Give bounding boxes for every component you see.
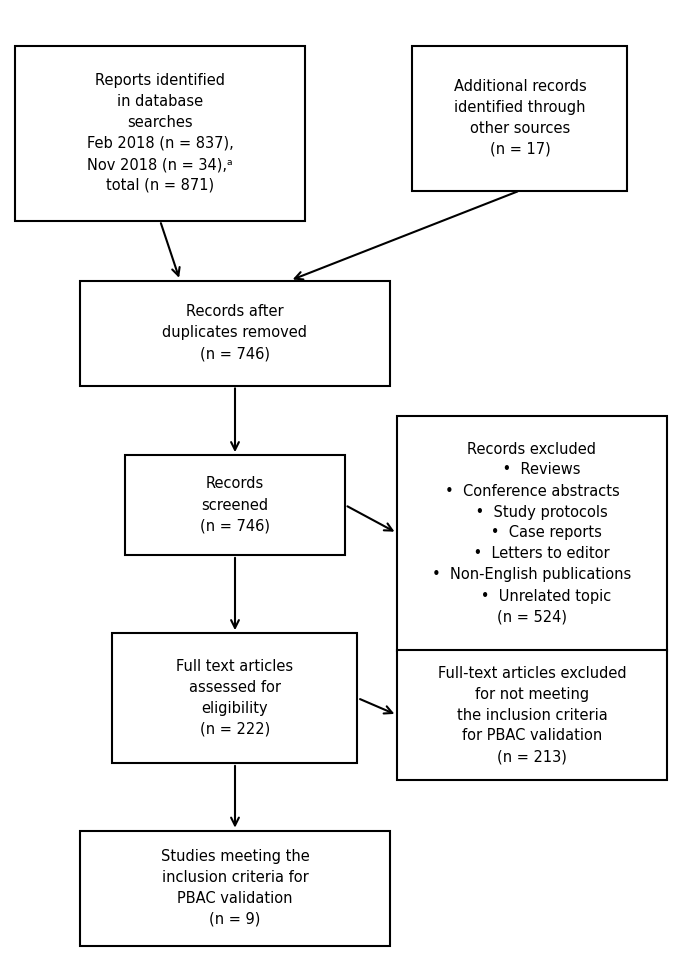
- Bar: [125, 455, 345, 555]
- Text: Studies meeting the
inclusion criteria for
PBAC validation
(n = 9): Studies meeting the inclusion criteria f…: [160, 849, 310, 927]
- Bar: [397, 650, 667, 780]
- Bar: [80, 831, 390, 946]
- Bar: [397, 415, 667, 651]
- Text: Additional records
identified through
other sources
(n = 17): Additional records identified through ot…: [453, 79, 586, 157]
- Bar: [15, 46, 305, 221]
- Text: Records
screened
(n = 746): Records screened (n = 746): [200, 477, 270, 533]
- Text: Records excluded
    •  Reviews
•  Conference abstracts
    •  Study protocols
 : Records excluded • Reviews • Conference …: [432, 442, 632, 625]
- Text: Full-text articles excluded
for not meeting
the inclusion criteria
for PBAC vali: Full-text articles excluded for not meet…: [438, 666, 626, 765]
- Bar: [80, 280, 390, 385]
- Text: Records after
duplicates removed
(n = 746): Records after duplicates removed (n = 74…: [162, 305, 308, 362]
- Bar: [112, 633, 358, 763]
- Bar: [412, 46, 627, 191]
- Text: Reports identified
in database
searches
Feb 2018 (n = 837),
Nov 2018 (n = 34),ᵃ
: Reports identified in database searches …: [86, 73, 234, 193]
- Text: Full text articles
assessed for
eligibility
(n = 222): Full text articles assessed for eligibil…: [177, 659, 294, 737]
